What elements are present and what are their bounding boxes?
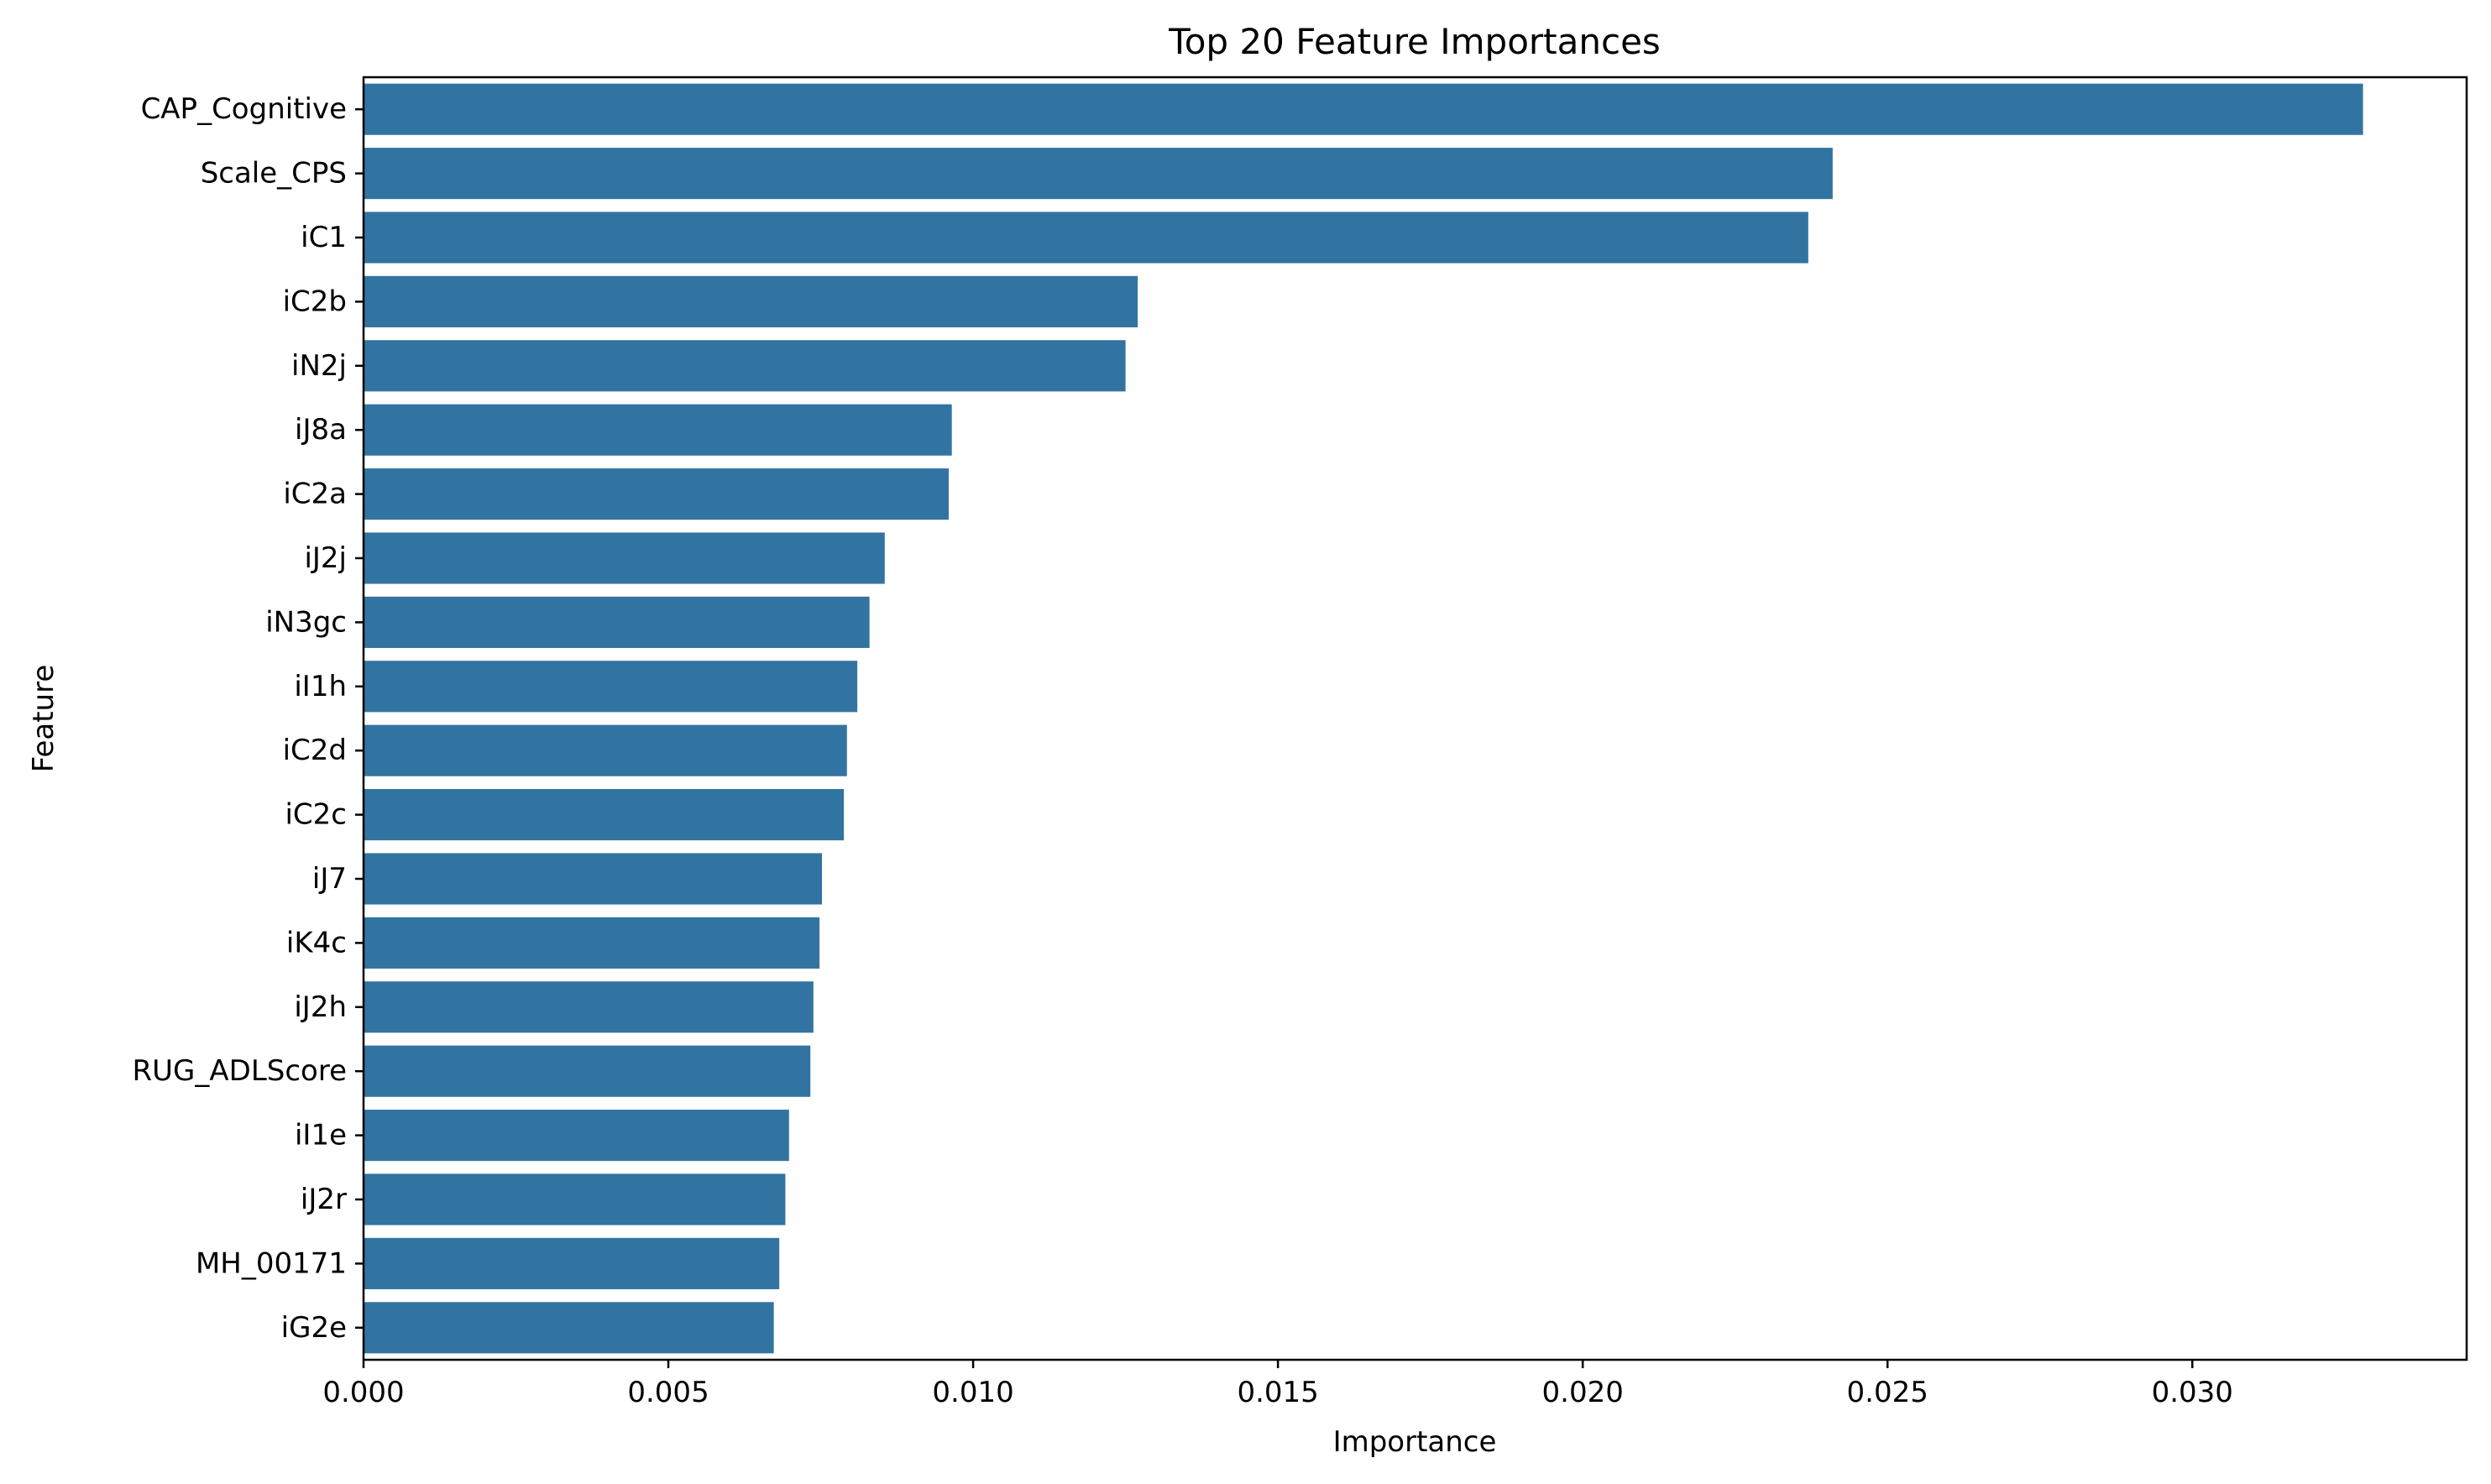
bar-CAP_Cognitive (364, 83, 2363, 135)
y-tick-label: iC2a (283, 478, 347, 511)
y-tick-label: iC2c (285, 798, 347, 832)
bar-iC2b (364, 275, 1138, 327)
bar-iI1e (364, 1110, 789, 1162)
bar-iC1 (364, 212, 1808, 264)
y-tick-label: iJ7 (312, 862, 347, 896)
y-tick-label: iJ2h (294, 990, 347, 1024)
bar-iN3gc (364, 596, 870, 648)
y-tick-label: iC1 (301, 221, 347, 254)
y-tick-label: iJ2j (304, 541, 347, 575)
x-tick-label: 0.010 (932, 1376, 1013, 1409)
y-axis-label: Feature (27, 665, 60, 772)
bar-iG2e (364, 1302, 774, 1354)
y-tick-label: MH_00171 (196, 1246, 347, 1280)
bar-iJ2j (364, 532, 885, 584)
chart-title: Top 20 Feature Importances (1168, 21, 1661, 62)
bar-iJ2r (364, 1173, 786, 1225)
y-axis-ticks: CAP_Cognitive Scale_CPS iC1 iC2b iN2j iJ8a iC2… (133, 92, 364, 1345)
x-tick-label: 0.025 (1847, 1376, 1928, 1409)
bar-iI1h (364, 661, 858, 713)
bar-MH_00171 (364, 1237, 780, 1289)
x-tick-label: 0.005 (627, 1376, 709, 1409)
x-tick-label: 0.020 (1542, 1376, 1624, 1409)
bar-iC2c (364, 789, 845, 841)
x-tick-label: 0.000 (322, 1376, 404, 1409)
y-tick-label: iJ2r (301, 1183, 347, 1216)
y-tick-label: RUG_ADLScore (133, 1054, 347, 1088)
bar-iC2d (364, 724, 847, 776)
bar-iC2a (364, 468, 950, 520)
bar-iK4c (364, 917, 820, 969)
y-tick-label: iN3gc (265, 605, 347, 639)
bar-Scale_CPS (364, 148, 1833, 200)
bar-iJ7 (364, 853, 823, 905)
y-tick-label: iI1h (294, 670, 347, 703)
bar-iJ2h (364, 981, 814, 1033)
y-tick-label: Scale_CPS (201, 157, 347, 191)
y-tick-label: iJ8a (295, 413, 347, 447)
y-tick-label: iG2e (281, 1311, 347, 1345)
y-tick-label: iC2d (283, 734, 347, 767)
x-axis-label: Importance (1333, 1425, 1497, 1459)
y-tick-label: iC2b (283, 285, 347, 318)
plot-frame (362, 76, 2468, 1361)
bar-iN2j (364, 340, 1126, 392)
bar-iJ8a (364, 404, 952, 456)
y-tick-label: iN2j (291, 349, 347, 383)
x-tick-label: 0.030 (2152, 1376, 2233, 1409)
y-tick-label: CAP_Cognitive (141, 92, 347, 126)
y-tick-label: iK4c (286, 926, 347, 959)
bar-RUG_ADLScore (364, 1045, 811, 1097)
x-axis-ticks: 0.000 0.005 0.010 0.015 0.020 0.025 0.030 (322, 1360, 2233, 1409)
y-tick-label: iI1e (295, 1119, 347, 1152)
bars (364, 83, 2363, 1354)
x-tick-label: 0.015 (1237, 1376, 1318, 1409)
